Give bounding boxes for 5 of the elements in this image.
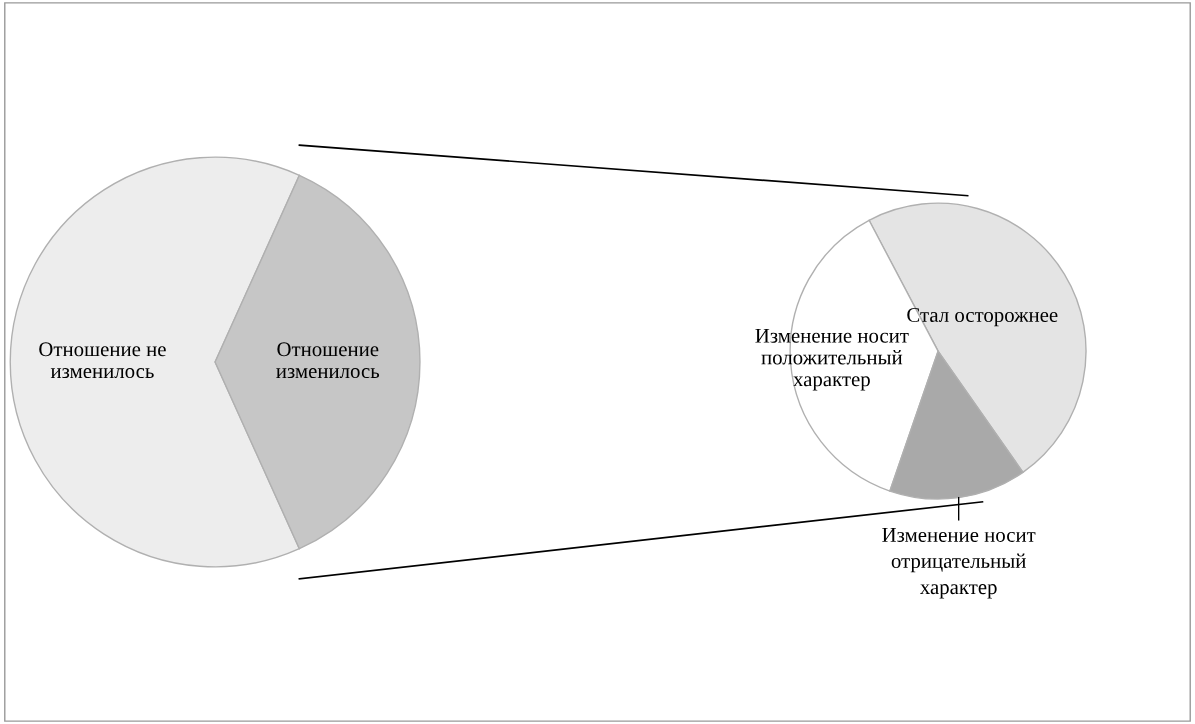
slice-label: Изменение носит отрицательный характер — [882, 528, 1036, 599]
slice-label: Отношение не изменилось — [39, 342, 166, 379]
slice-label: Изменение носит положительный характер — [755, 328, 909, 391]
slice-label: Стал осторожнее — [907, 307, 1058, 327]
slice-label: Отношение изменилось — [276, 342, 380, 379]
